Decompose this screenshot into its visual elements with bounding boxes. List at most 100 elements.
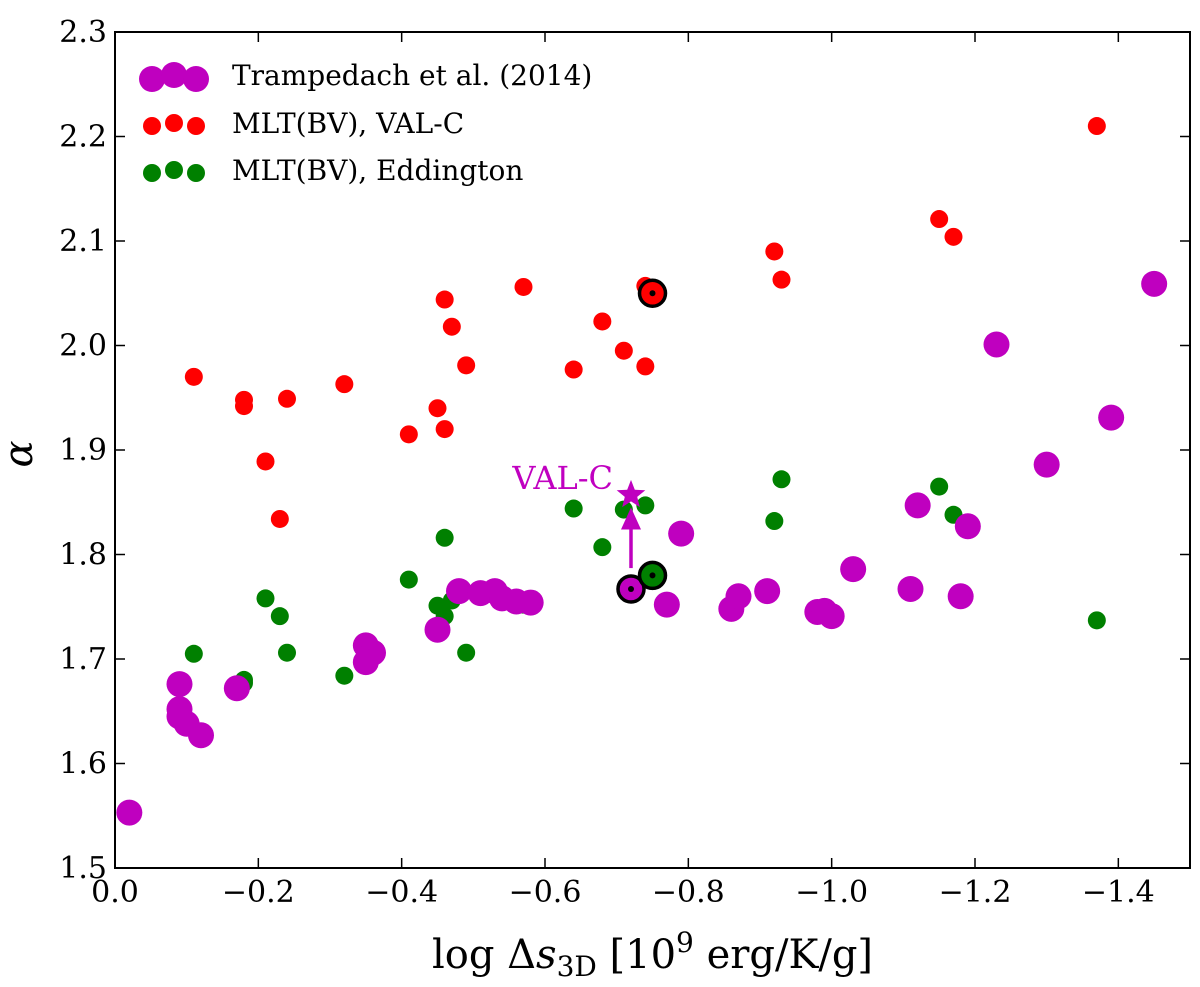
data-point — [278, 643, 296, 662]
legend-marker — [161, 62, 187, 88]
x-tick-label: −0.4 — [365, 875, 438, 910]
x-tick-label: −1.4 — [1082, 875, 1155, 910]
data-point — [765, 242, 784, 261]
x-tick-label: −1.0 — [795, 875, 868, 910]
legend: Trampedach et al. (2014) MLT(BV), VAL-C … — [139, 59, 592, 187]
legend-marker — [143, 164, 161, 182]
data-point — [514, 277, 533, 296]
data-point — [1141, 270, 1168, 297]
legend-label-eddington: MLT(BV), Eddington — [232, 154, 523, 187]
data-point — [256, 452, 275, 471]
data-point — [270, 607, 289, 626]
legend-label-trampedach: Trampedach et al. (2014) — [232, 59, 592, 92]
data-point — [772, 270, 791, 289]
data-point — [446, 578, 472, 605]
data-point — [668, 520, 695, 547]
y-tick-label: 1.7 — [59, 642, 107, 677]
data-point — [223, 675, 250, 702]
data-point — [930, 477, 949, 496]
x-tick-label: −0.6 — [509, 875, 582, 910]
data-point — [930, 210, 949, 229]
data-point — [636, 496, 655, 515]
data-point — [614, 341, 633, 360]
data-point — [270, 509, 289, 528]
data-point — [399, 425, 418, 444]
legend-marker — [187, 117, 205, 135]
data-point — [278, 389, 296, 408]
data-point — [983, 331, 1010, 358]
data-point — [904, 492, 931, 519]
legend-marker — [187, 164, 205, 182]
y-tick-label: 1.5 — [59, 851, 107, 886]
x-axis-label-prefix: log Δ — [432, 932, 536, 978]
data-point — [593, 312, 612, 331]
data-point — [765, 512, 784, 531]
y-tick-label: 2.2 — [59, 120, 107, 155]
data-point — [944, 227, 963, 246]
x-axis-label-subscript: 3D — [557, 950, 597, 983]
y-tick-label: 2.1 — [59, 224, 107, 259]
annotation-arrow-head — [621, 507, 641, 530]
legend-marker — [143, 117, 161, 135]
legend-label-valc: MLT(BV), VAL-C — [232, 107, 464, 140]
data-point — [517, 589, 544, 616]
data-point — [399, 570, 418, 589]
annotation-star — [616, 479, 646, 508]
data-point — [754, 578, 781, 605]
x-axis-label-exponent: 9 — [676, 926, 694, 959]
data-point — [457, 356, 476, 375]
highlighted-point-dot — [649, 572, 656, 579]
data-marks — [116, 117, 1168, 826]
y-tick-label: 2.3 — [59, 15, 107, 50]
data-point — [1033, 451, 1060, 478]
data-point — [772, 470, 791, 489]
data-point — [166, 671, 193, 698]
legend-marker — [165, 161, 183, 179]
data-point — [184, 644, 203, 663]
data-point — [564, 360, 583, 379]
data-point — [435, 528, 454, 547]
x-tick-label: −1.2 — [939, 875, 1012, 910]
data-point — [457, 643, 476, 662]
legend-marker — [165, 114, 183, 132]
x-axis-label-units-prefix: [10 — [597, 932, 676, 978]
data-point — [1087, 117, 1106, 136]
annotation-text-valc: VAL-C — [511, 459, 613, 497]
data-point — [593, 538, 612, 557]
data-point — [840, 556, 867, 583]
data-point — [1087, 611, 1106, 630]
legend-marker — [183, 66, 209, 92]
data-point — [235, 397, 253, 416]
y-axis-label: α — [0, 440, 42, 467]
data-point — [564, 499, 583, 518]
data-point — [725, 583, 752, 610]
x-tick-label: 0.0 — [91, 875, 139, 910]
x-axis-label-var: s — [536, 932, 557, 978]
data-point — [1098, 404, 1125, 431]
data-point — [256, 589, 275, 608]
data-point — [435, 420, 454, 439]
data-point — [947, 583, 974, 610]
y-tick-label: 1.6 — [59, 747, 107, 782]
y-tick-label: 1.9 — [59, 433, 107, 468]
data-point — [424, 616, 451, 643]
y-tick-label: 1.8 — [59, 538, 107, 573]
data-point — [818, 603, 845, 630]
data-point — [428, 399, 447, 418]
data-point — [636, 357, 655, 376]
x-tick-label: −0.8 — [652, 875, 725, 910]
x-axis-label-units-suffix: erg/K/g] — [694, 932, 873, 978]
x-axis-label: log Δs3D [109 erg/K/g] — [432, 926, 873, 983]
axis-ticks: 0.0 −0.2 −0.4 −0.6 −0.8 −1.0 −1.2 −1.4 1.5 1.6 1.7… — [59, 15, 1190, 910]
legend-marker — [139, 66, 165, 92]
highlighted-point-dot — [649, 290, 656, 297]
x-tick-label: −0.2 — [222, 875, 295, 910]
data-point — [352, 649, 379, 676]
data-point — [435, 290, 454, 309]
annotation-layer: VAL-C — [511, 459, 646, 569]
highlighted-point-dot — [628, 585, 634, 592]
data-point — [954, 513, 981, 540]
data-point — [653, 591, 680, 618]
